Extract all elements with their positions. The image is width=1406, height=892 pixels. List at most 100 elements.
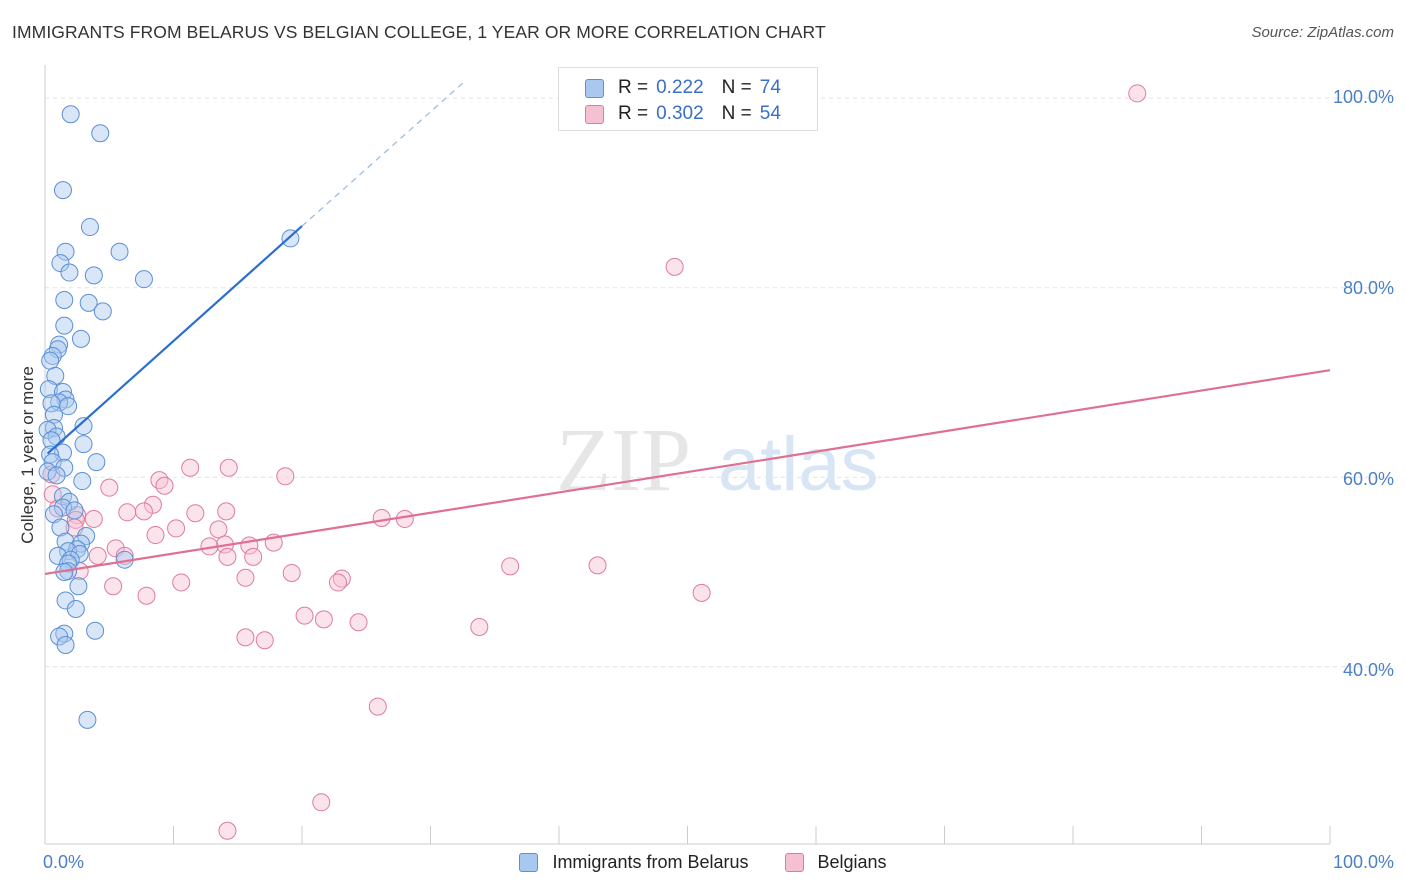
belarus-point-13 — [93, 302, 112, 321]
belgians-point-42 — [692, 583, 711, 602]
belgians-point-31 — [218, 547, 237, 566]
belarus-trendline-extension — [301, 81, 465, 227]
belarus-point-51 — [68, 540, 87, 559]
belarus-point-44 — [53, 498, 72, 517]
belgians-point-18 — [66, 510, 85, 529]
belarus-point-12 — [79, 293, 98, 312]
chart-title: IMMIGRANTS FROM BELARUS VS BELGIAN COLLE… — [12, 22, 826, 42]
belgians-point-11 — [118, 503, 137, 522]
correlation-legend: R = 0.222 N = 74 R = 0.302 N = 54 — [558, 67, 818, 131]
legend-n-value: 54 — [759, 103, 781, 124]
legend-n-label: N = — [721, 77, 752, 98]
watermark-zip: ZIP — [556, 411, 691, 510]
belgians-point-39 — [328, 573, 347, 592]
belarus-point-2 — [53, 181, 72, 200]
belarus-point-9 — [134, 270, 153, 289]
belarus-point-66 — [56, 635, 75, 654]
belgians-point-36 — [282, 563, 301, 582]
belarus-point-15 — [71, 329, 90, 348]
belgians-point-48 — [236, 628, 255, 647]
belgians-point-46 — [349, 613, 368, 632]
belarus-point-33 — [74, 435, 93, 454]
belarus-point-38 — [55, 458, 74, 477]
legend-r-value: 0.302 — [656, 103, 704, 124]
belgians-point-14 — [186, 504, 205, 523]
belarus-point-47 — [51, 518, 70, 537]
belarus-point-8 — [84, 266, 103, 285]
belgians-point-17 — [395, 509, 414, 528]
belarus-point-27 — [44, 405, 63, 424]
belgians-point-32 — [244, 547, 263, 566]
belarus-point-45 — [65, 501, 84, 520]
belarus-point-30 — [38, 420, 57, 439]
axes — [44, 65, 1331, 845]
belarus-point-21 — [39, 380, 58, 399]
belarus-point-60 — [69, 577, 88, 596]
belgians-point-44 — [295, 606, 314, 625]
belarus-point-57 — [59, 554, 78, 573]
belgians-point-41 — [104, 577, 123, 596]
belgians-point-43 — [137, 586, 156, 605]
belgians-point-4 — [276, 467, 295, 486]
belarus-point-36 — [43, 453, 62, 472]
belarus-point-10 — [281, 229, 300, 248]
watermark: ZIP atlas — [556, 411, 879, 510]
belgians-point-9 — [143, 495, 162, 514]
belgians-point-6 — [155, 476, 174, 495]
belgians-trendline — [44, 369, 1331, 575]
y-tick-label-80: 80.0% — [1342, 278, 1394, 298]
belarus-points — [38, 105, 300, 729]
belgians-point-49 — [255, 631, 274, 650]
belarus-point-7 — [60, 263, 79, 282]
legend-r-value: 0.222 — [656, 77, 704, 98]
belgians-points — [42, 84, 1147, 840]
series-legend-label: Immigrants from Belarus — [552, 852, 749, 872]
belgians-point-50 — [368, 697, 387, 716]
belarus-point-11 — [55, 291, 74, 310]
legend-n-value: 74 — [759, 77, 781, 98]
belgians-point-7 — [100, 478, 119, 497]
y-tick-label-60: 60.0% — [1342, 469, 1394, 489]
belgians-point-5 — [150, 471, 169, 490]
grid-lines — [45, 97, 1392, 668]
belgians-point-23 — [146, 526, 165, 545]
belarus-point-5 — [110, 242, 129, 261]
belarus-trendline — [46, 225, 303, 455]
belarus-point-3 — [80, 218, 99, 237]
legend-n-label: N = — [721, 103, 752, 124]
belgians-point-21 — [167, 519, 186, 538]
belarus-point-4 — [56, 242, 75, 261]
belgians-point-22 — [209, 520, 228, 539]
trendlines — [44, 81, 1331, 575]
belarus-point-1 — [91, 124, 110, 143]
belgians-point-51 — [312, 793, 331, 812]
belarus-point-37 — [87, 453, 106, 472]
legend-r-label: R = — [618, 103, 649, 124]
belarus-point-40 — [47, 466, 66, 485]
belarus-point-22 — [53, 382, 72, 401]
watermark-atlas: atlas — [718, 422, 879, 507]
source-label: Source: ZipAtlas.com — [1251, 24, 1394, 41]
belgians-point-1 — [665, 257, 684, 276]
y-tick-label-100: 100.0% — [1332, 87, 1394, 107]
belarus-point-6 — [51, 254, 70, 273]
belgians-point-37 — [236, 568, 255, 587]
legend-r-label: R = — [618, 77, 649, 98]
belarus-point-19 — [41, 351, 60, 370]
belarus-point-67 — [78, 710, 97, 729]
belarus-point-62 — [66, 599, 85, 618]
belgians-point-40 — [172, 573, 191, 592]
y-tick-label-40: 40.0% — [1342, 660, 1394, 680]
belarus-point-28 — [74, 417, 93, 436]
belgians-point-29 — [88, 546, 107, 565]
x-tick-label-max: 100.0% — [1332, 852, 1394, 872]
belgians-point-52 — [218, 821, 237, 840]
legend-row-belarus: R = 0.222 N = 74 — [585, 76, 781, 100]
belgians-point-33 — [501, 557, 520, 576]
belarus-point-63 — [55, 624, 74, 643]
x-tick-label-min: 0.0% — [43, 852, 85, 872]
belgians-point-12 — [134, 502, 153, 521]
belarus-point-20 — [46, 366, 65, 385]
belarus-point-46 — [44, 505, 63, 524]
